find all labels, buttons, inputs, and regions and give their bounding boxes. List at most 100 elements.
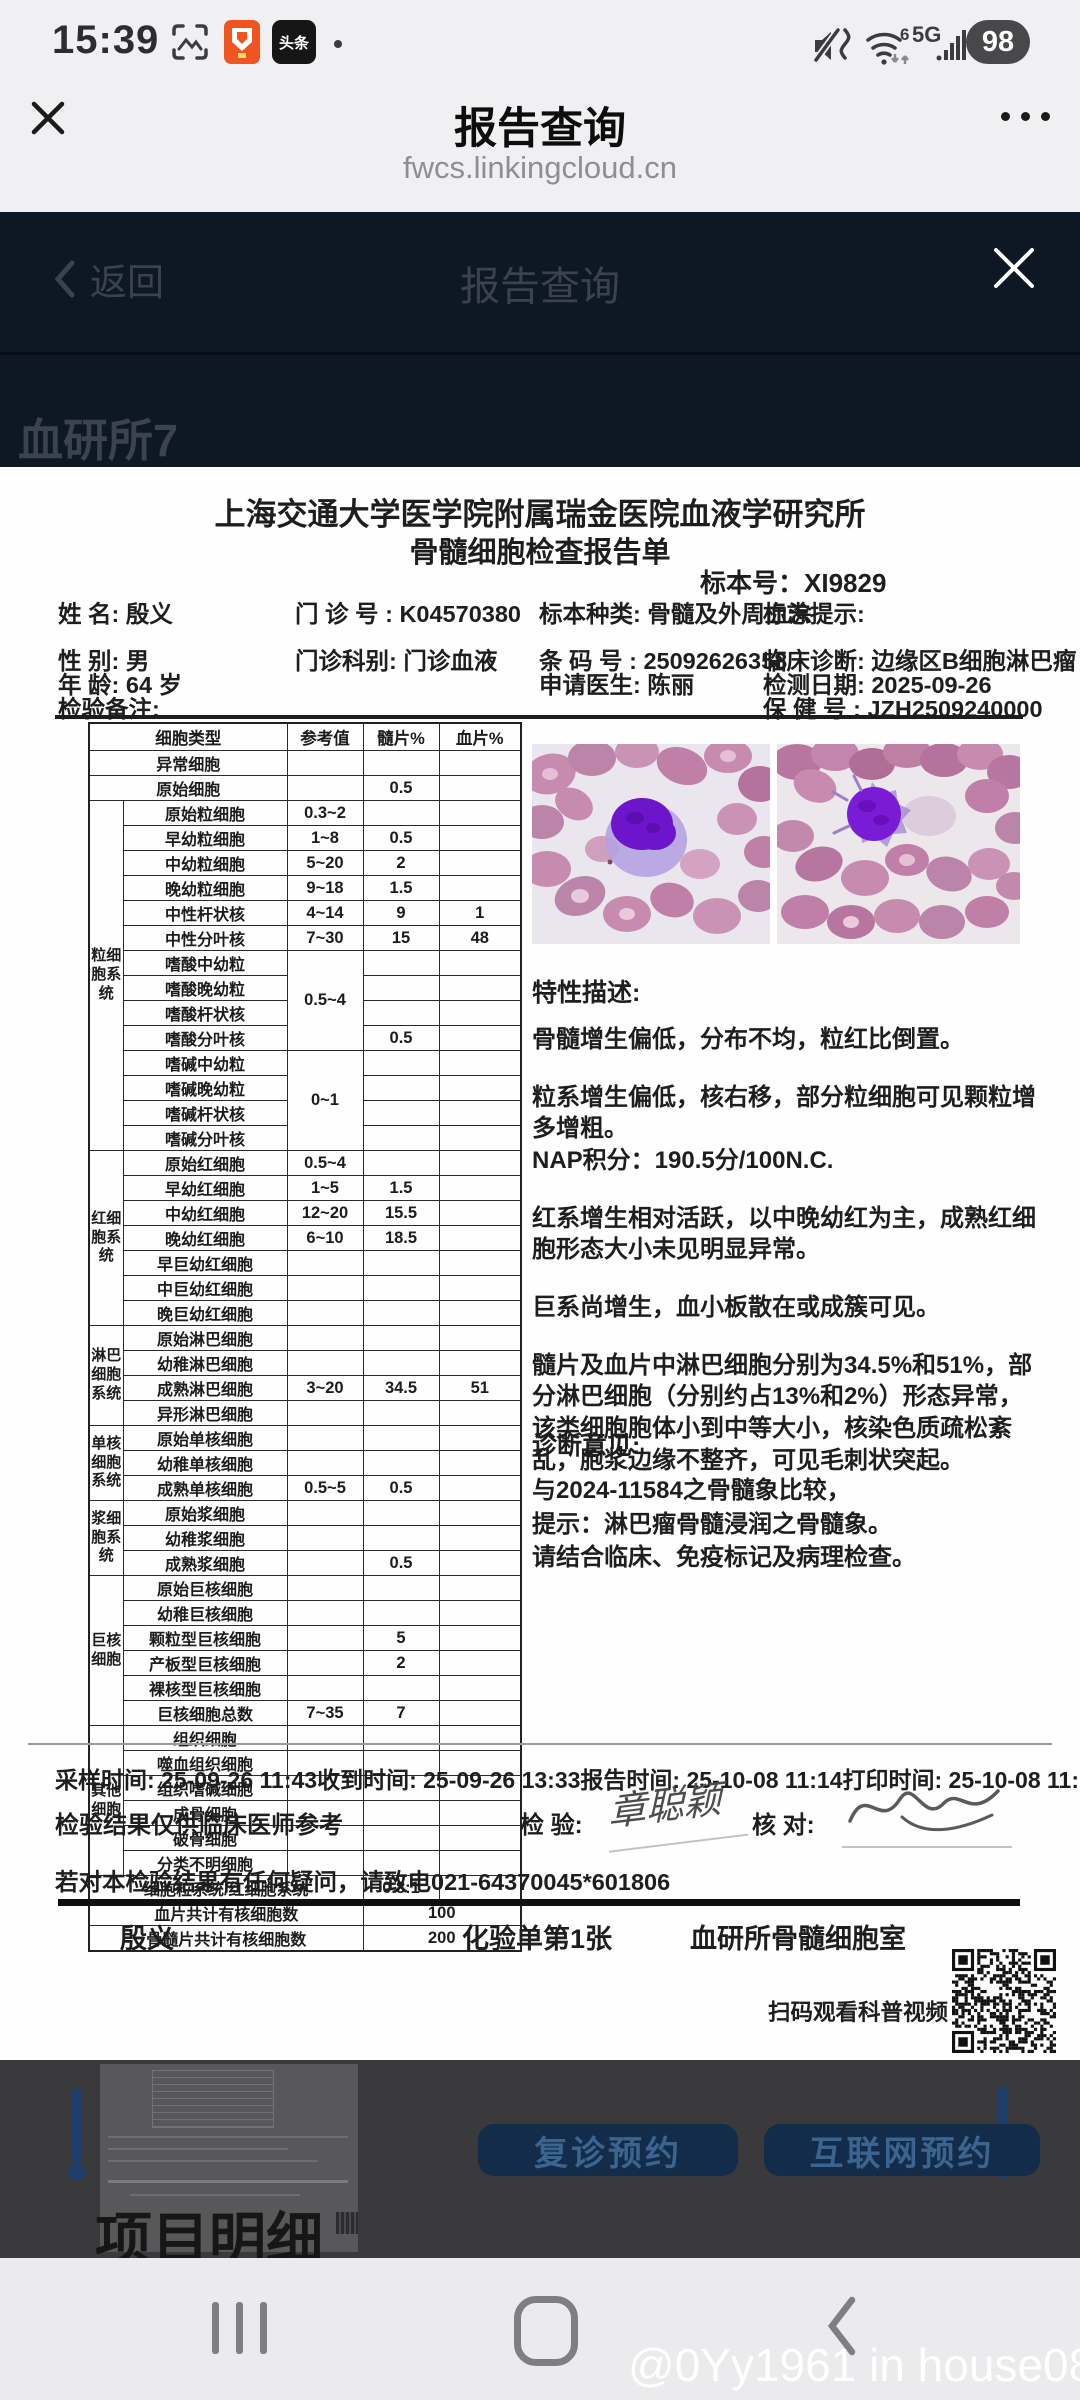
patient-field: 标志提示: xyxy=(763,601,865,627)
table-cell xyxy=(438,1075,522,1101)
column-header: 细胞类型 xyxy=(88,722,288,751)
table-cell: 15.5 xyxy=(362,1200,440,1226)
patient-field: 姓 名: 殷义 xyxy=(58,601,173,627)
finding-paragraph: 骨髓增生偏低，分布不均，粒红比倒置。 xyxy=(532,1026,964,1053)
table-cell: 0.3~2 xyxy=(286,800,364,826)
status-bar: 15:39 头条 6 5G xyxy=(0,0,1080,88)
browser-header: 报告查询 fwcs.linkingcloud.cn xyxy=(0,88,1080,214)
table-cell xyxy=(438,1100,522,1126)
app-icon-orange xyxy=(224,20,260,64)
table-cell: 34.5 xyxy=(362,1375,440,1401)
table-cell xyxy=(362,1100,440,1126)
table-cell: 产板型巨核细胞 xyxy=(122,1650,288,1676)
divider xyxy=(55,715,1023,719)
home-icon[interactable] xyxy=(514,2296,578,2366)
footer-sheet-number: 化验单第1张 xyxy=(462,1924,613,1954)
table-cell xyxy=(438,1825,522,1851)
table-cell: 中幼粒细胞 xyxy=(122,850,288,876)
group-label: 浆细胞系统 xyxy=(88,1500,124,1576)
table-cell xyxy=(438,1175,522,1201)
table-cell: 原始粒细胞 xyxy=(122,800,288,826)
nav-back-icon[interactable] xyxy=(822,2294,860,2363)
table-cell xyxy=(438,975,522,1001)
table-cell xyxy=(286,750,364,776)
table-cell xyxy=(286,1250,364,1276)
table-cell xyxy=(362,1400,440,1426)
table-cell: 0.5~4 xyxy=(286,1150,364,1176)
table-cell: 4~14 xyxy=(286,900,364,926)
organization-title: 上海交通大学医学院附属瑞金医院血液学研究所 xyxy=(214,497,866,532)
table-cell: 51 xyxy=(438,1375,522,1401)
table-cell: 12~20 xyxy=(286,1200,364,1226)
table-cell xyxy=(362,1575,440,1601)
table-cell xyxy=(438,1125,522,1151)
table-cell xyxy=(362,1350,440,1376)
table-cell xyxy=(438,1150,522,1176)
table-cell xyxy=(286,1625,364,1651)
selection-handle-left[interactable] xyxy=(68,2088,85,2180)
table-cell xyxy=(438,1625,522,1651)
table-cell: 嗜碱中幼粒 xyxy=(122,1050,288,1076)
close-report-icon[interactable] xyxy=(990,244,1038,292)
column-header: 髓片% xyxy=(362,722,440,751)
back-button[interactable]: 返回 xyxy=(52,252,164,306)
table-cell: 0.5~4 xyxy=(286,950,364,1051)
report-thumbnail[interactable] xyxy=(100,2064,358,2252)
toutiao-app-icon: 头条 xyxy=(272,20,316,64)
reviewer-signature xyxy=(842,1775,1012,1848)
specimen-number: 标本号：XI9829 xyxy=(700,568,887,598)
table-cell xyxy=(286,1575,364,1601)
table-cell xyxy=(286,1525,364,1551)
table-cell: 原始红细胞 xyxy=(122,1150,288,1176)
internet-appointment-button[interactable]: 互联网预约 xyxy=(764,2124,1040,2176)
table-cell xyxy=(438,1325,522,1351)
patient-field: 年 龄: 64 岁 xyxy=(58,672,183,698)
table-cell: 7~35 xyxy=(286,1700,364,1726)
finding-paragraph: 巨系尚增生，血小板散在或成簇可见。 xyxy=(532,1294,940,1322)
table-cell xyxy=(438,1025,522,1051)
table-cell xyxy=(362,1125,440,1151)
table-cell xyxy=(362,1750,440,1776)
clock: 15:39 xyxy=(52,18,160,62)
close-icon[interactable] xyxy=(26,96,70,140)
table-cell: 原始淋巴细胞 xyxy=(122,1325,288,1351)
revisit-appointment-button[interactable]: 复诊预约 xyxy=(478,2124,738,2176)
table-cell xyxy=(362,975,440,1001)
patient-field: 条 码 号 : 25092626358 xyxy=(539,648,788,674)
table-cell xyxy=(362,1000,440,1026)
cell-count-table: 细胞类型 参考值 髓片% 血片% 异常细胞 原始细胞 0.5 粒细胞系统 原始粒细胞 0.… xyxy=(88,722,522,1952)
table-cell xyxy=(438,1000,522,1026)
table-cell: 分类不明细胞 xyxy=(122,1850,288,1876)
table-cell xyxy=(438,775,522,801)
table-cell xyxy=(362,1775,440,1801)
table-cell xyxy=(362,750,440,776)
watermark: @0Yy1961 in house086 xyxy=(628,2339,1080,2391)
table-cell: 嗜酸中幼粒 xyxy=(122,950,288,976)
table-cell: 组织细胞 xyxy=(122,1725,288,1751)
table-cell: 2 xyxy=(362,1650,440,1676)
back-label: 返回 xyxy=(90,262,164,303)
table-cell xyxy=(438,1500,522,1526)
qr-caption: 扫码观看科普视频 xyxy=(768,2000,949,2025)
group-label: 单核细胞系统 xyxy=(88,1425,124,1501)
table-cell: 晚幼粒细胞 xyxy=(122,875,288,901)
table-cell xyxy=(438,1750,522,1776)
recents-icon[interactable] xyxy=(212,2302,267,2354)
table-cell: 5~20 xyxy=(286,850,364,876)
table-cell xyxy=(286,1300,364,1326)
table-cell xyxy=(286,1550,364,1576)
report-title: 骨髓细胞检查报告单 xyxy=(409,537,671,569)
table-cell xyxy=(362,1725,440,1751)
table-cell: 0~1 xyxy=(286,1050,364,1151)
table-cell xyxy=(362,1800,440,1826)
table-cell xyxy=(438,1850,522,1876)
table-cell xyxy=(362,1075,440,1101)
table-cell: 原始细胞 xyxy=(88,775,288,801)
more-menu-icon[interactable] xyxy=(1001,112,1050,121)
group-label: 其他细胞 xyxy=(88,1725,124,1876)
finding-paragraph: 髓片及血片中淋巴细胞分别为34.5%和51%，部分淋巴细胞（分别约占13%和2%… xyxy=(532,1351,1033,1474)
table-cell: 巨核细胞总数 xyxy=(122,1700,288,1726)
table-cell: 晚巨幼红细胞 xyxy=(122,1300,288,1326)
table-cell: 早巨幼红细胞 xyxy=(122,1250,288,1276)
table-cell: 组织嗜碱细胞 xyxy=(122,1775,288,1801)
